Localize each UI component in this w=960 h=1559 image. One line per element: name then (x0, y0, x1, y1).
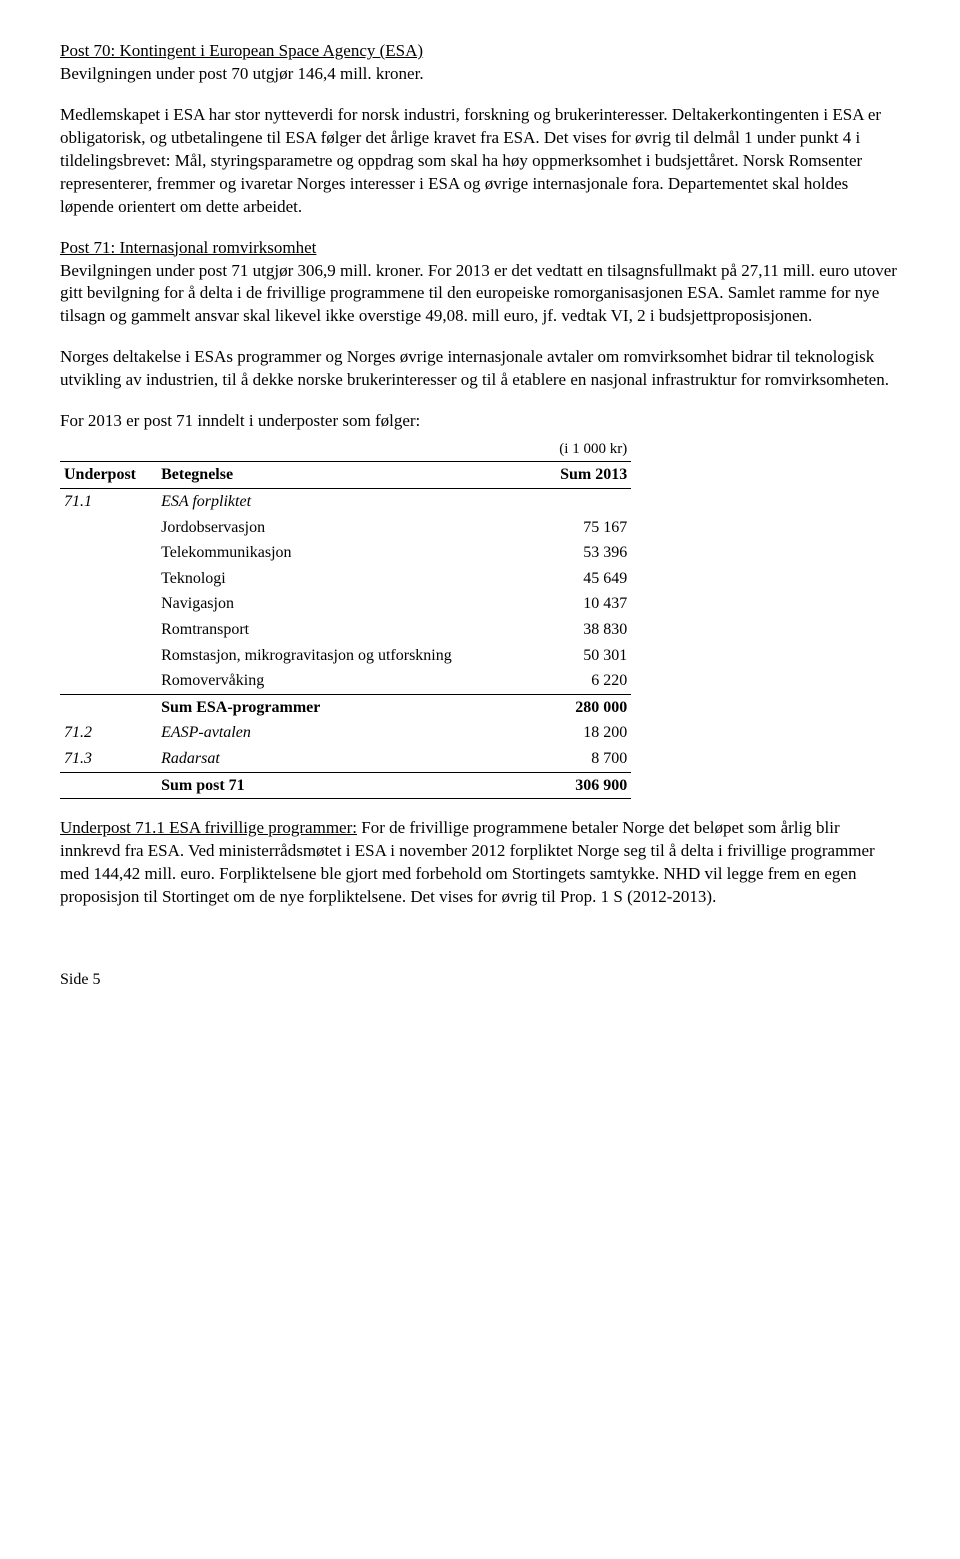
row-val: 45 649 (488, 566, 631, 592)
table-row: Telekommunikasjon 53 396 (60, 540, 631, 566)
row-val: 50 301 (488, 643, 631, 669)
table-intro: For 2013 er post 71 inndelt i underposte… (60, 410, 900, 433)
row-label: Navigasjon (157, 591, 488, 617)
unit-row: (i 1 000 kr) (60, 437, 631, 462)
row-71-2: 71.2 EASP-avtalen 18 200 (60, 720, 631, 746)
col-sum: Sum 2013 (488, 462, 631, 489)
col-betegnelse: Betegnelse (157, 462, 488, 489)
table-row: Romstasjon, mikrogravitasjon og utforskn… (60, 643, 631, 669)
underpost-711-para: Underpost 71.1 ESA frivillige programmer… (60, 817, 900, 909)
table-row: Romovervåking 6 220 (60, 668, 631, 694)
sum-esa-label: Sum ESA-programmer (157, 694, 488, 720)
row-val: 75 167 (488, 515, 631, 541)
page-footer: Side 5 (60, 969, 900, 991)
code-71-1: 71.1 (60, 488, 157, 514)
code-71-3: 71.3 (60, 746, 157, 772)
underpost-711-lead: Underpost 71.1 ESA frivillige programmer… (60, 818, 357, 837)
row-val: 53 396 (488, 540, 631, 566)
post70-heading: Post 70: Kontingent i European Space Age… (60, 41, 423, 60)
table-row: Romtransport 38 830 (60, 617, 631, 643)
row-label: Teknologi (157, 566, 488, 592)
group-71-1: 71.1 ESA forpliktet (60, 488, 631, 514)
label-71-1: ESA forpliktet (157, 488, 488, 514)
table-row: Teknologi 45 649 (60, 566, 631, 592)
post70-body: Medlemskapet i ESA har stor nytteverdi f… (60, 104, 900, 219)
val-71-2: 18 200 (488, 720, 631, 746)
sum-post71-row: Sum post 71 306 900 (60, 772, 631, 799)
row-label: Jordobservasjon (157, 515, 488, 541)
underpost-table: (i 1 000 kr) Underpost Betegnelse Sum 20… (60, 437, 631, 799)
post71-heading: Post 71: Internasjonal romvirksomhet (60, 238, 316, 257)
post70-heading-para: Post 70: Kontingent i European Space Age… (60, 40, 900, 86)
row-label: Romstasjon, mikrogravitasjon og utforskn… (157, 643, 488, 669)
sum-esa-row: Sum ESA-programmer 280 000 (60, 694, 631, 720)
post71-heading-para: Post 71: Internasjonal romvirksomhet Bev… (60, 237, 900, 329)
label-71-3: Radarsat (157, 746, 488, 772)
post71-body2: Norges deltakelse i ESAs programmer og N… (60, 346, 900, 392)
row-val: 38 830 (488, 617, 631, 643)
sum-esa-val: 280 000 (488, 694, 631, 720)
code-71-2: 71.2 (60, 720, 157, 746)
row-label: Romovervåking (157, 668, 488, 694)
row-71-3: 71.3 Radarsat 8 700 (60, 746, 631, 772)
unit-label: (i 1 000 kr) (488, 437, 631, 462)
val-71-3: 8 700 (488, 746, 631, 772)
row-label: Telekommunikasjon (157, 540, 488, 566)
post71-body1: Bevilgningen under post 71 utgjør 306,9 … (60, 261, 897, 326)
sum-post71-val: 306 900 (488, 772, 631, 799)
label-71-2: EASP-avtalen (157, 720, 488, 746)
row-label: Romtransport (157, 617, 488, 643)
header-row: Underpost Betegnelse Sum 2013 (60, 462, 631, 489)
row-val: 6 220 (488, 668, 631, 694)
table-row: Navigasjon 10 437 (60, 591, 631, 617)
col-underpost: Underpost (60, 462, 157, 489)
sum-post71-label: Sum post 71 (157, 772, 488, 799)
row-val: 10 437 (488, 591, 631, 617)
table-row: Jordobservasjon 75 167 (60, 515, 631, 541)
post70-line1: Bevilgningen under post 70 utgjør 146,4 … (60, 64, 424, 83)
